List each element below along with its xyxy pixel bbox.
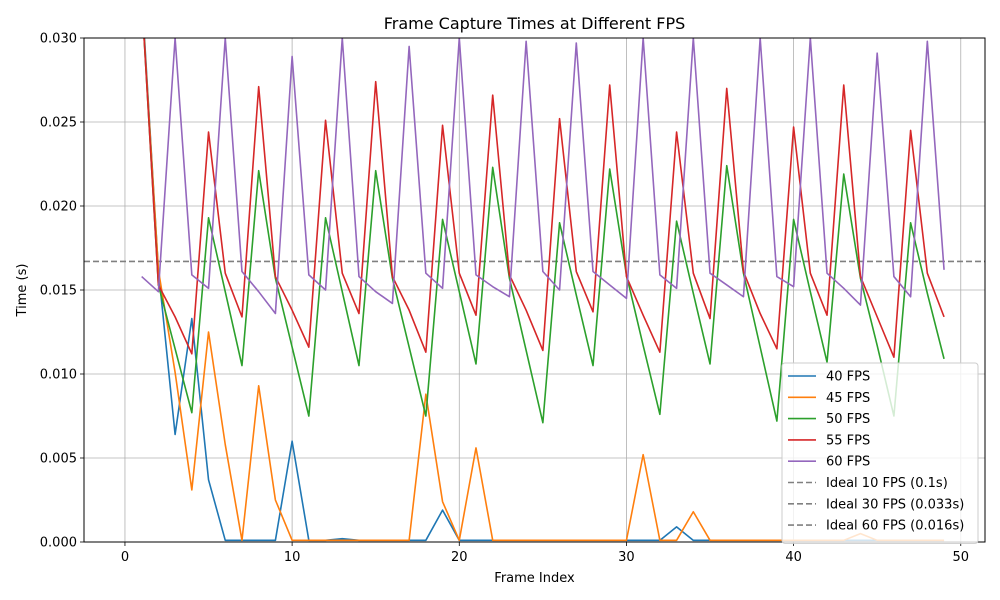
legend-label: Ideal 60 FPS (0.016s) <box>826 519 964 534</box>
y-tick-label: 0.010 <box>40 368 77 383</box>
y-tick-label: 0.005 <box>40 452 77 467</box>
legend-box <box>781 362 979 544</box>
y-tick-label: 0.025 <box>40 116 77 131</box>
x-tick-label: 0 <box>121 550 129 565</box>
series-line-55-fps <box>143 38 945 359</box>
x-tick-label: 20 <box>451 550 468 565</box>
y-tick-label: 0.015 <box>40 284 77 299</box>
x-axis-ticks: 0 10 20 30 40 50 <box>121 542 969 565</box>
legend-label: 55 FPS <box>826 433 870 448</box>
x-axis-label: Frame Index <box>494 571 575 586</box>
x-tick-label: 40 <box>785 550 802 565</box>
legend-label: 50 FPS <box>826 412 870 427</box>
legend-label: Ideal 10 FPS (0.1s) <box>826 476 948 491</box>
chart-title: Frame Capture Times at Different FPS <box>384 14 686 33</box>
y-axis-ticks: 0.000 0.005 0.010 0.015 0.020 0.025 0.030 <box>40 32 84 551</box>
y-tick-label: 0.030 <box>40 32 77 47</box>
legend: 40 FPS 45 FPS 50 FPS 55 FPS 60 FPS Ideal 10 F… <box>781 362 979 544</box>
y-axis-label: Time (s) <box>15 264 30 318</box>
x-tick-label: 30 <box>618 550 635 565</box>
legend-label: 45 FPS <box>826 391 870 406</box>
series-line-60-fps <box>141 38 945 315</box>
x-tick-label: 10 <box>284 550 301 565</box>
x-tick-label: 50 <box>952 550 969 565</box>
y-tick-label: 0.020 <box>40 200 77 215</box>
y-tick-label: 0.000 <box>40 536 77 551</box>
legend-label: 60 FPS <box>826 455 870 470</box>
legend-label: 40 FPS <box>826 370 870 385</box>
legend-label: Ideal 30 FPS (0.033s) <box>826 497 964 512</box>
